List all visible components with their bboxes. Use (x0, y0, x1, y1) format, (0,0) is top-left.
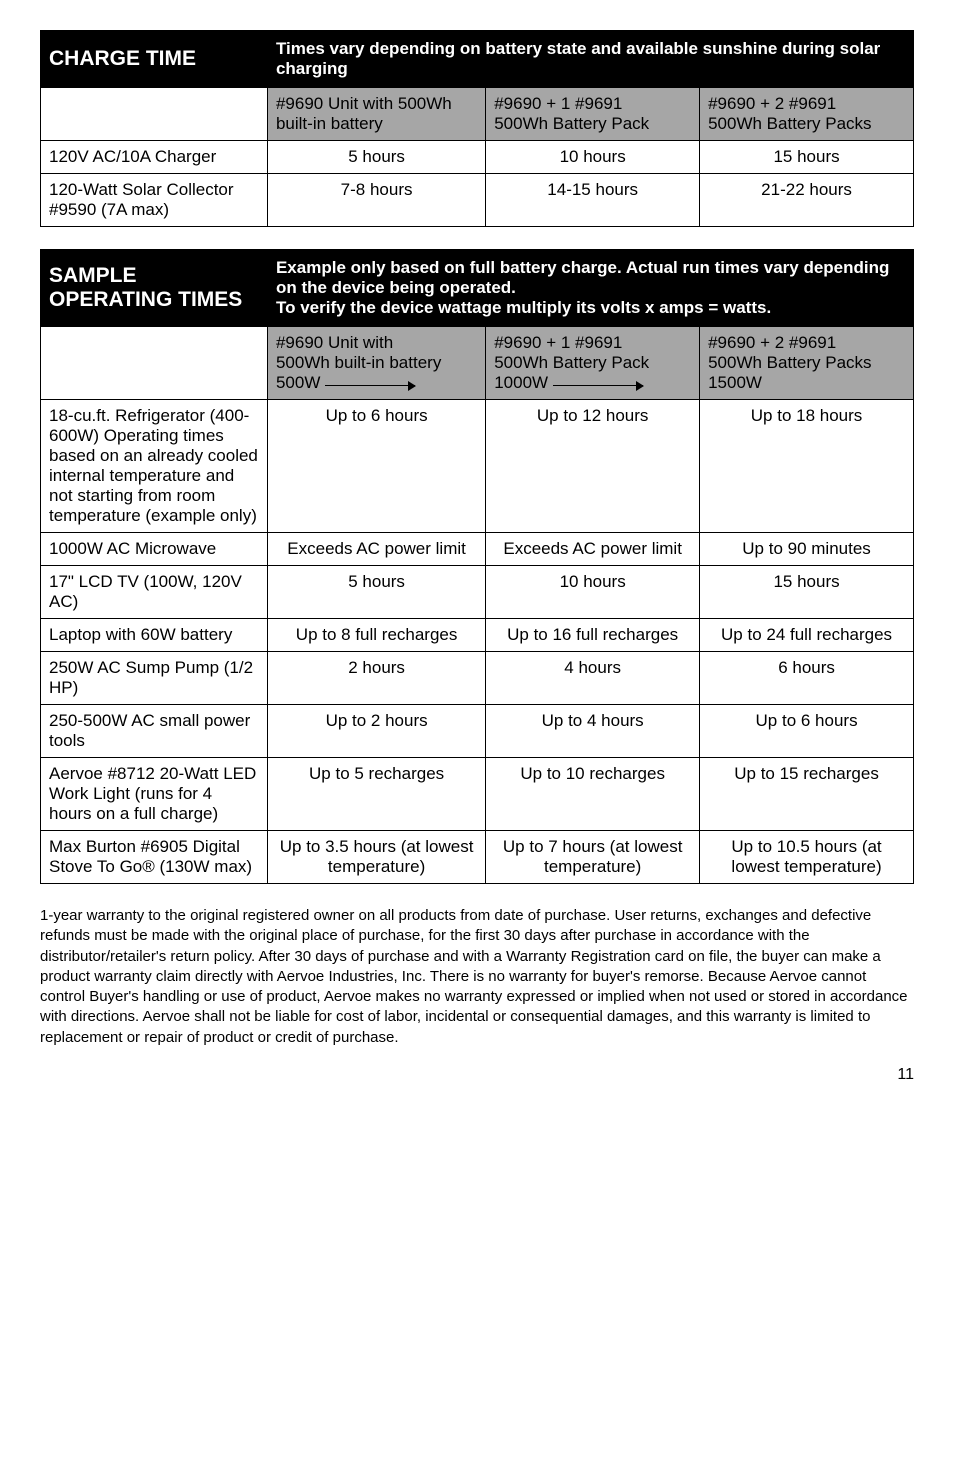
charge-header-title: CHARGE TIME (49, 47, 196, 70)
sample-operating-table: SAMPLE OPERATING TIMES Example only base… (40, 249, 914, 884)
charge-subheader-row: #9690 Unit with 500Wh built-in battery #… (41, 88, 914, 141)
row-value: Up to 4 hours (486, 705, 700, 758)
sample-header-desc1: Example only based on full battery charg… (276, 258, 889, 297)
row-label: Aervoe #8712 20-Watt LED Work Light (run… (41, 758, 268, 831)
row-value: Up to 2 hours (267, 705, 485, 758)
sample-col3-header: #9690 + 2 #9691 500Wh Battery Packs 1500… (700, 327, 914, 400)
table-row: Laptop with 60W battery Up to 8 full rec… (41, 619, 914, 652)
row-value: Up to 10 recharges (486, 758, 700, 831)
row-value: Up to 8 full recharges (267, 619, 485, 652)
charge-header-row: CHARGE TIME Times vary depending on batt… (41, 31, 914, 88)
sample-header-title: SAMPLE OPERATING TIMES (49, 264, 242, 311)
row-value: 5 hours (267, 141, 485, 174)
sample-header-row: SAMPLE OPERATING TIMES Example only base… (41, 250, 914, 327)
row-label: Max Burton #6905 Digital Stove To Go® (1… (41, 831, 268, 884)
charge-time-table: CHARGE TIME Times vary depending on batt… (40, 30, 914, 227)
row-value: Up to 6 hours (267, 400, 485, 533)
row-value: 21-22 hours (700, 174, 914, 227)
table-row: Aervoe #8712 20-Watt LED Work Light (run… (41, 758, 914, 831)
row-value: Exceeds AC power limit (486, 533, 700, 566)
row-value: 4 hours (486, 652, 700, 705)
row-value: Up to 12 hours (486, 400, 700, 533)
row-value: 15 hours (700, 141, 914, 174)
row-value: 15 hours (700, 566, 914, 619)
row-label: 120-Watt Solar Collector #9590 (7A max) (41, 174, 268, 227)
sample-col1-header: #9690 Unit with 500Wh built-in battery 5… (267, 327, 485, 400)
row-value: Up to 5 recharges (267, 758, 485, 831)
table-row: 18-cu.ft. Refrigerator (400-600W) Operat… (41, 400, 914, 533)
row-value: 7-8 hours (267, 174, 485, 227)
row-value: 10 hours (486, 566, 700, 619)
row-value: Up to 18 hours (700, 400, 914, 533)
charge-col3-header: #9690 + 2 #9691 500Wh Battery Packs (700, 88, 914, 141)
row-value: 2 hours (267, 652, 485, 705)
sample-subheader-row: #9690 Unit with 500Wh built-in battery 5… (41, 327, 914, 400)
charge-header-title-cell: CHARGE TIME (41, 31, 268, 88)
row-label: Laptop with 60W battery (41, 619, 268, 652)
row-value: Up to 15 recharges (700, 758, 914, 831)
row-value: Exceeds AC power limit (267, 533, 485, 566)
row-label: 1000W AC Microwave (41, 533, 268, 566)
row-value: Up to 16 full recharges (486, 619, 700, 652)
row-value: Up to 3.5 hours (at lowest temperature) (267, 831, 485, 884)
row-value: Up to 6 hours (700, 705, 914, 758)
table-row: 250W AC Sump Pump (1/2 HP) 2 hours 4 hou… (41, 652, 914, 705)
table-row: 1000W AC Microwave Exceeds AC power limi… (41, 533, 914, 566)
page-number: 11 (40, 1066, 914, 1084)
row-label: 250W AC Sump Pump (1/2 HP) (41, 652, 268, 705)
sample-header-title-cell: SAMPLE OPERATING TIMES (41, 250, 268, 327)
arrow-icon (325, 385, 415, 386)
row-label: 120V AC/10A Charger (41, 141, 268, 174)
table-row: 17" LCD TV (100W, 120V AC) 5 hours 10 ho… (41, 566, 914, 619)
table-row: 120V AC/10A Charger 5 hours 10 hours 15 … (41, 141, 914, 174)
row-value: 5 hours (267, 566, 485, 619)
row-value: Up to 7 hours (at lowest temperature) (486, 831, 700, 884)
row-value: Up to 24 full recharges (700, 619, 914, 652)
sample-header-desc2: To verify the device wattage multiply it… (276, 298, 771, 317)
sample-header-desc-cell: Example only based on full battery charg… (267, 250, 913, 327)
warranty-text: 1-year warranty to the original register… (40, 906, 914, 1048)
row-label: 17" LCD TV (100W, 120V AC) (41, 566, 268, 619)
table-row: Max Burton #6905 Digital Stove To Go® (1… (41, 831, 914, 884)
sample-col2-header: #9690 + 1 #9691 500Wh Battery Pack 1000W (486, 327, 700, 400)
row-value: 14-15 hours (486, 174, 700, 227)
row-value: 10 hours (486, 141, 700, 174)
charge-col2-header: #9690 + 1 #9691 500Wh Battery Pack (486, 88, 700, 141)
row-label: 18-cu.ft. Refrigerator (400-600W) Operat… (41, 400, 268, 533)
row-value: 6 hours (700, 652, 914, 705)
table-row: 250-500W AC small power tools Up to 2 ho… (41, 705, 914, 758)
arrow-icon (553, 385, 643, 386)
row-label: 250-500W AC small power tools (41, 705, 268, 758)
row-value: Up to 90 minutes (700, 533, 914, 566)
charge-header-desc-cell: Times vary depending on battery state an… (267, 31, 913, 88)
row-value: Up to 10.5 hours (at lowest temperature) (700, 831, 914, 884)
charge-col1-header: #9690 Unit with 500Wh built-in battery (267, 88, 485, 141)
table-row: 120-Watt Solar Collector #9590 (7A max) … (41, 174, 914, 227)
charge-header-desc: Times vary depending on battery state an… (276, 39, 880, 78)
